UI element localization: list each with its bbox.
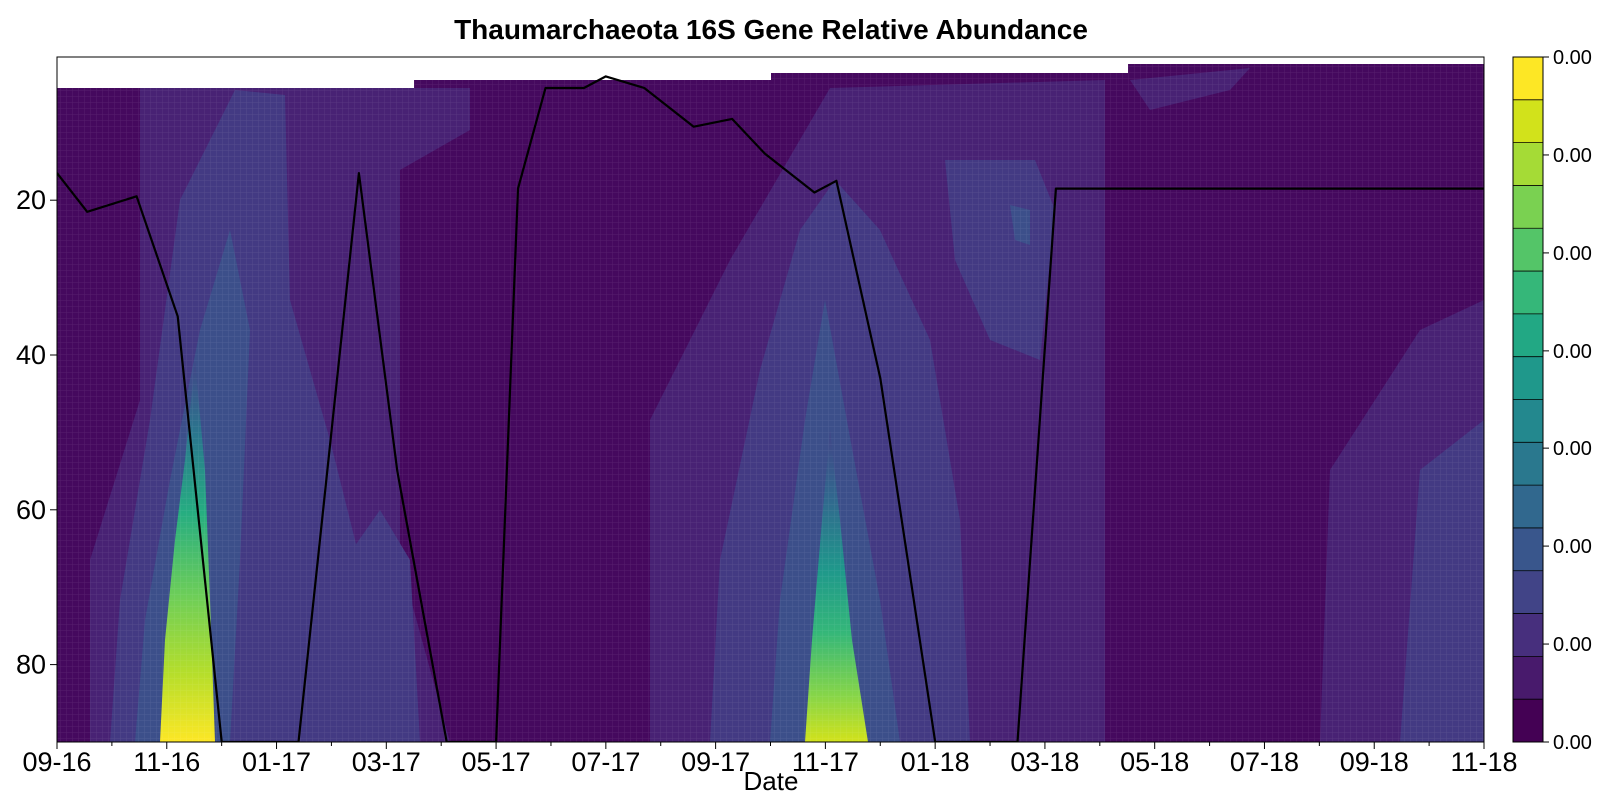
- colorbar-segment: [1513, 613, 1543, 657]
- chart-title: Thaumarchaeota 16S Gene Relative Abundan…: [454, 14, 1088, 45]
- colorbar-segment: [1513, 271, 1543, 315]
- colorbar-tick-label: 0.00: [1553, 438, 1592, 460]
- colorbar-tick-label: 0.00: [1553, 145, 1592, 167]
- y-tick-label: 60: [16, 495, 46, 525]
- colorbar-segment: [1513, 399, 1543, 443]
- y-tick-label: 20: [16, 185, 46, 215]
- x-tick-label: 09-17: [681, 747, 750, 777]
- colorbar-frame: [1512, 56, 1544, 743]
- contour-mesh-overlay: [57, 57, 1484, 742]
- colorbar-segment: [1513, 527, 1543, 572]
- x-tick-label: 03-18: [1010, 747, 1079, 777]
- x-tick-label: 09-18: [1340, 747, 1409, 777]
- colorbar: 0.00 0.00 0.00 0.00 0.00 0.00 0.00 0.00: [1512, 47, 1592, 754]
- x-axis-label: Date: [744, 766, 799, 796]
- colorbar-segment: [1513, 142, 1543, 186]
- colorbar-tick-label: 0.00: [1553, 243, 1592, 265]
- colorbar-tick-label: 0.00: [1553, 634, 1592, 656]
- colorbar-segment: [1513, 656, 1543, 700]
- x-tick-label: 11-18: [1450, 747, 1517, 777]
- x-tick-label: 07-18: [1230, 747, 1299, 777]
- x-tick-label: 05-18: [1120, 747, 1189, 777]
- colorbar-tick-label: 0.00: [1553, 536, 1592, 558]
- colorbar-segment: [1513, 442, 1543, 486]
- colorbar-tick-label: 0.00: [1553, 732, 1592, 754]
- colorbar-segment: [1513, 485, 1543, 529]
- colorbar-tick-label: 0.00: [1553, 47, 1592, 69]
- x-tick-label: 09-16: [22, 747, 91, 777]
- x-axis: 09-16 11-16 01-17 03-17 05-17 07-17 09-17 11-17…: [22, 742, 1518, 777]
- x-tick-label: 11-16: [133, 747, 200, 777]
- y-axis: 20 40 60 80: [16, 185, 57, 680]
- y-tick-label: 80: [16, 650, 46, 680]
- colorbar-segment: [1513, 57, 1543, 101]
- colorbar-segment: [1513, 99, 1543, 144]
- colorbar-segment: [1513, 228, 1543, 272]
- x-tick-label: 01-18: [901, 747, 970, 777]
- x-tick-label: 01-17: [242, 747, 311, 777]
- colorbar-segment: [1513, 185, 1543, 229]
- x-tick-label: 11-17: [792, 747, 859, 777]
- colorbar-segment: [1513, 570, 1543, 615]
- x-tick-label: 07-17: [571, 747, 640, 777]
- y-tick-label: 40: [16, 340, 46, 370]
- colorbar-segment: [1513, 313, 1543, 358]
- contour-field: [57, 57, 1484, 742]
- colorbar-segment: [1513, 699, 1543, 743]
- mixed-layer-depth-line: [57, 75, 1484, 742]
- x-tick-label: 03-17: [352, 747, 421, 777]
- colorbar-tick-label: 0.00: [1553, 341, 1592, 363]
- colorbar-segment: [1513, 356, 1543, 400]
- x-tick-label: 05-17: [462, 747, 531, 777]
